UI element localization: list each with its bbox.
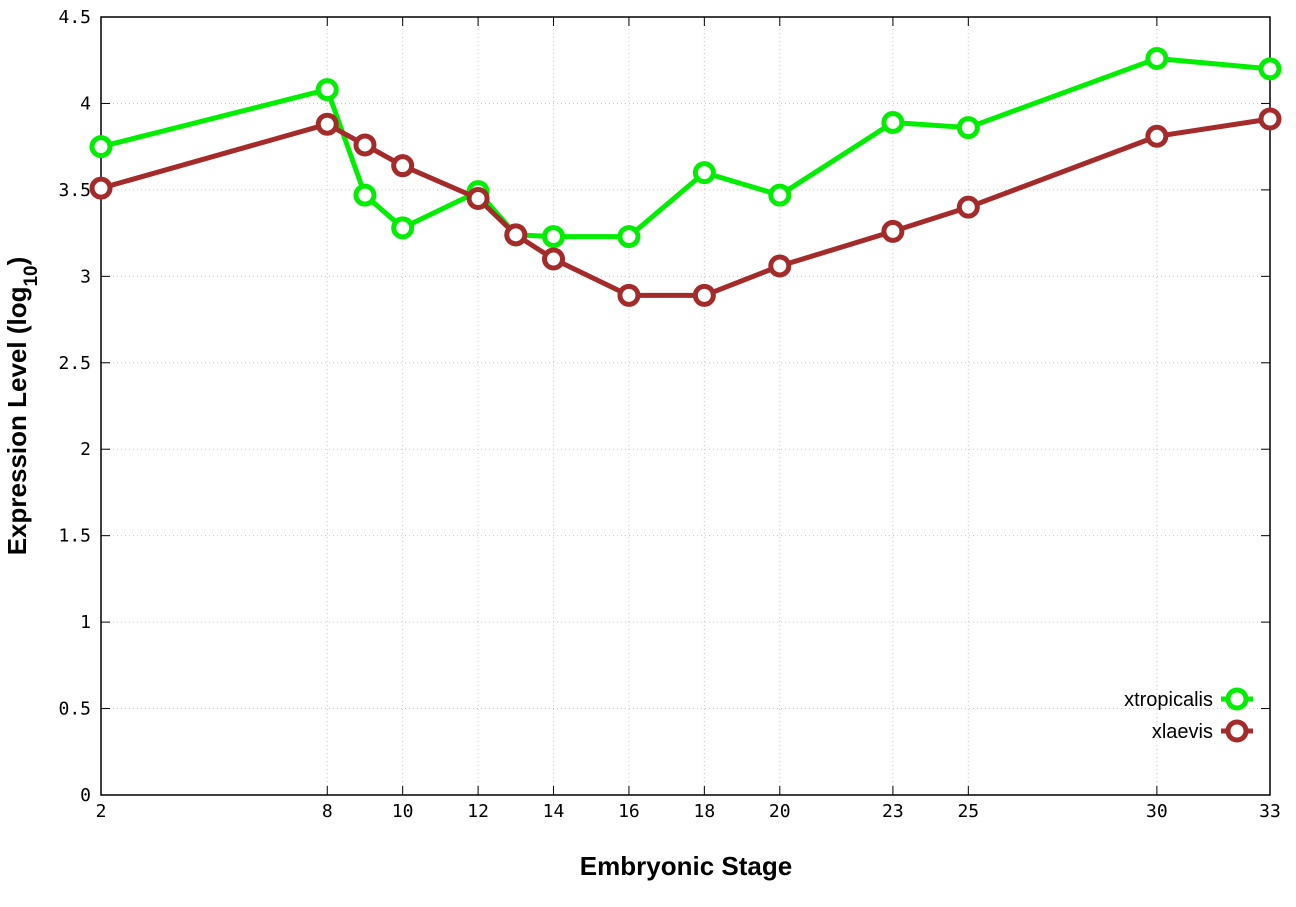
data-point-xtropicalis	[692, 161, 716, 185]
y-tick-label: 1	[80, 612, 91, 633]
y-axis-title-subscript: 10	[21, 265, 42, 286]
legend-swatch-marker	[1225, 687, 1249, 711]
data-point-xlaevis	[1258, 107, 1282, 131]
x-tick-label: 20	[769, 801, 791, 822]
plot-frame	[100, 16, 1271, 796]
y-tick-label: 4	[80, 93, 91, 114]
data-point-xtropicalis	[1145, 46, 1169, 70]
data-point-xlaevis	[89, 176, 113, 200]
data-point-xlaevis	[504, 223, 528, 247]
x-tick-label: 33	[1259, 801, 1281, 822]
x-tick-label: 14	[543, 801, 565, 822]
y-tick-label: 2	[80, 439, 91, 460]
axis-ticks: 0 0.5 1 1.5 2 2.5 3 3.5 4 4.5 2 8 10 12 14 16 18 20 23 25 30…	[58, 7, 1280, 822]
x-tick-label: 30	[1146, 801, 1168, 822]
data-point-xlaevis	[956, 195, 980, 219]
x-tick-label: 8	[322, 801, 333, 822]
y-tick-label: 4.5	[58, 7, 91, 28]
data-point-xtropicalis	[881, 110, 905, 134]
data-point-xlaevis	[466, 187, 490, 211]
legend-swatch-marker	[1225, 719, 1249, 743]
y-tick-label: 0.5	[58, 699, 91, 720]
data-point-xtropicalis	[768, 183, 792, 207]
data-point-xtropicalis	[542, 225, 566, 249]
legend-label: xtropicalis	[1124, 689, 1213, 711]
data-point-xlaevis	[881, 219, 905, 243]
data-point-xtropicalis	[1258, 57, 1282, 81]
y-axis-title-main: Expression Level (log	[2, 287, 32, 556]
x-tick-label: 18	[694, 801, 716, 822]
x-tick-label: 10	[392, 801, 414, 822]
y-tick-label: 3.5	[58, 180, 91, 201]
x-tick-label: 2	[96, 801, 107, 822]
x-tick-label: 16	[618, 801, 640, 822]
data-point-xlaevis	[768, 254, 792, 278]
legend-label: xlaevis	[1152, 721, 1213, 743]
data-point-xlaevis	[542, 247, 566, 271]
x-tick-label: 12	[467, 801, 489, 822]
data-point-xlaevis	[315, 112, 339, 136]
legend: xtropicalis xlaevis	[1124, 687, 1253, 743]
y-tick-label: 1.5	[58, 526, 91, 547]
data-point-xlaevis	[353, 133, 377, 157]
y-axis-title-close: )	[2, 257, 32, 266]
data-point-xlaevis	[692, 283, 716, 307]
series-line-xtropicalis	[100, 56, 1271, 240]
data-point-xlaevis	[1145, 124, 1169, 148]
x-tick-label: 23	[882, 801, 904, 822]
y-tick-label: 3	[80, 266, 91, 287]
x-tick-label: 25	[957, 801, 979, 822]
x-axis-title: Embryonic Stage	[580, 851, 792, 881]
y-axis-title: Expression Level (log10)	[2, 257, 42, 556]
series-line-xlaevis	[100, 116, 1271, 298]
data-point-xtropicalis	[617, 225, 641, 249]
data-point-xtropicalis	[89, 135, 113, 159]
data-point-xlaevis	[617, 283, 641, 307]
data-point-xtropicalis	[315, 78, 339, 102]
data-point-xtropicalis	[956, 116, 980, 140]
grid	[101, 17, 1270, 795]
data-point-xtropicalis	[353, 183, 377, 207]
data-point-xlaevis	[391, 154, 415, 178]
y-tick-label: 0	[80, 785, 91, 806]
data-point-xtropicalis	[391, 216, 415, 240]
y-tick-label: 2.5	[58, 353, 91, 374]
series-lines	[89, 46, 1282, 307]
